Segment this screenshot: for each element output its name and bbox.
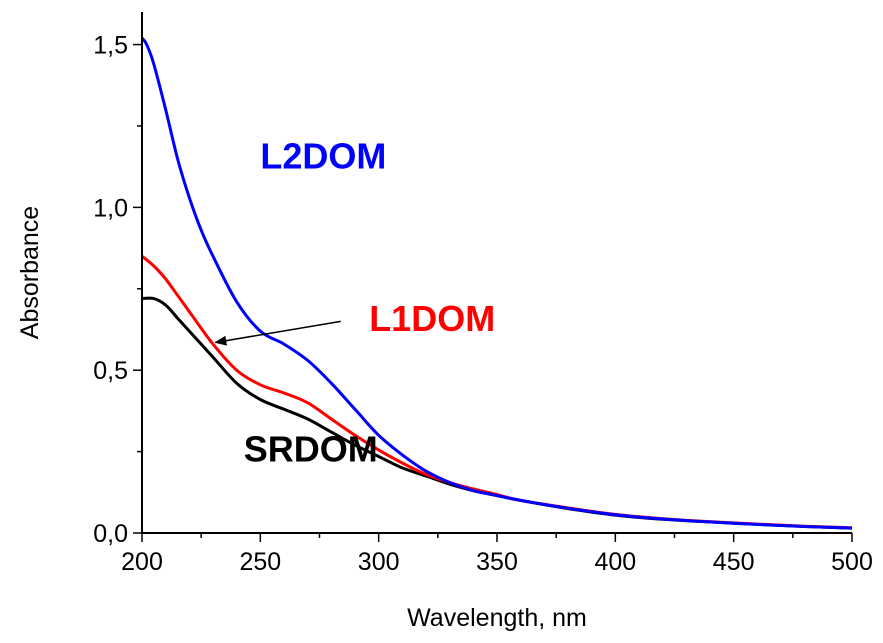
y-tick-label: 0,5 [93,357,128,385]
series-label-l1dom: L1DOM [369,298,495,339]
tick-layer: 200 250 300 350 400 450 500 0,0 0,5 1,0 1,5 [93,32,873,576]
x-tick-label: 500 [831,548,873,576]
series-line-l2dom [140,37,853,530]
x-tick-label: 300 [358,548,400,576]
l1dom-pointer-arrow [214,320,341,346]
x-tick-label: 450 [713,548,755,576]
y-tick-label: 1,5 [93,32,128,60]
x-tick-label: 200 [121,548,163,576]
annotation-layer: L2DOM L1DOM SRDOM [214,135,495,469]
series-label-srdom: SRDOM [244,428,378,469]
series-label-l2dom: L2DOM [260,135,386,176]
y-tick-label: 1,0 [93,194,128,222]
y-axis-title: Absorbance [16,206,44,339]
x-tick-label: 400 [594,548,636,576]
series-layer [140,37,853,530]
y-tick-label: 0,0 [93,520,128,548]
x-axis-title: Wavelength, nm [407,604,587,632]
x-tick-label: 350 [476,548,518,576]
x-tick-label: 250 [239,548,281,576]
